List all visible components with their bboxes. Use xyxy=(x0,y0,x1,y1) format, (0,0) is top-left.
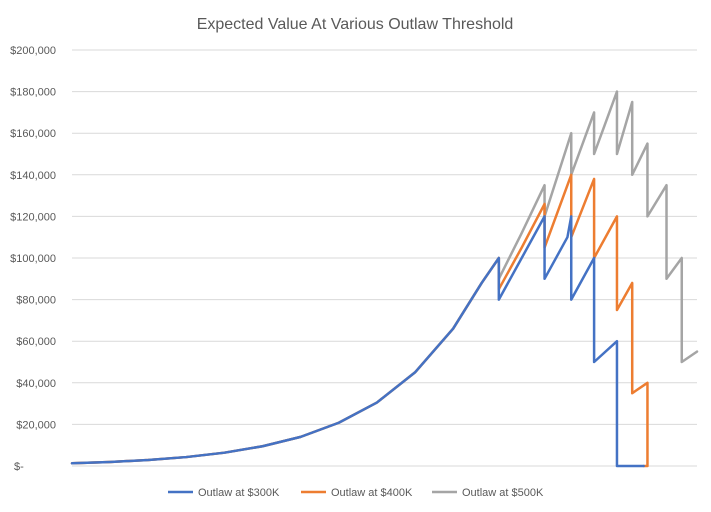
y-tick-label: $80,000 xyxy=(16,295,56,307)
series-line-1 xyxy=(70,215,645,468)
y-tick-label: $- xyxy=(14,461,24,473)
y-tick-label: $40,000 xyxy=(16,378,56,390)
legend-label: Outlaw at $400K xyxy=(331,487,413,499)
series-line-3 xyxy=(70,90,699,465)
y-axis-tick-labels: $- $20,000 $40,000 $60,000 $80,000 $100,000 $1… xyxy=(10,45,56,473)
y-tick-label: $20,000 xyxy=(16,419,56,431)
y-tick-label: $160,000 xyxy=(10,128,56,140)
series-line-2 xyxy=(70,173,649,468)
y-tick-label: $60,000 xyxy=(16,336,56,348)
series-lines xyxy=(70,90,699,468)
legend-label: Outlaw at $500K xyxy=(462,487,544,499)
chart-title: Expected Value At Various Outlaw Thresho… xyxy=(197,16,514,33)
y-tick-label: $140,000 xyxy=(10,170,56,182)
legend: Outlaw at $300K Outlaw at $400K Outlaw at … xyxy=(168,487,544,499)
y-tick-label: $200,000 xyxy=(10,45,56,57)
gridlines xyxy=(72,49,697,467)
legend-label: Outlaw at $300K xyxy=(198,487,280,499)
y-tick-label: $180,000 xyxy=(10,87,56,99)
y-tick-label: $100,000 xyxy=(10,253,56,265)
y-tick-label: $120,000 xyxy=(10,211,56,223)
